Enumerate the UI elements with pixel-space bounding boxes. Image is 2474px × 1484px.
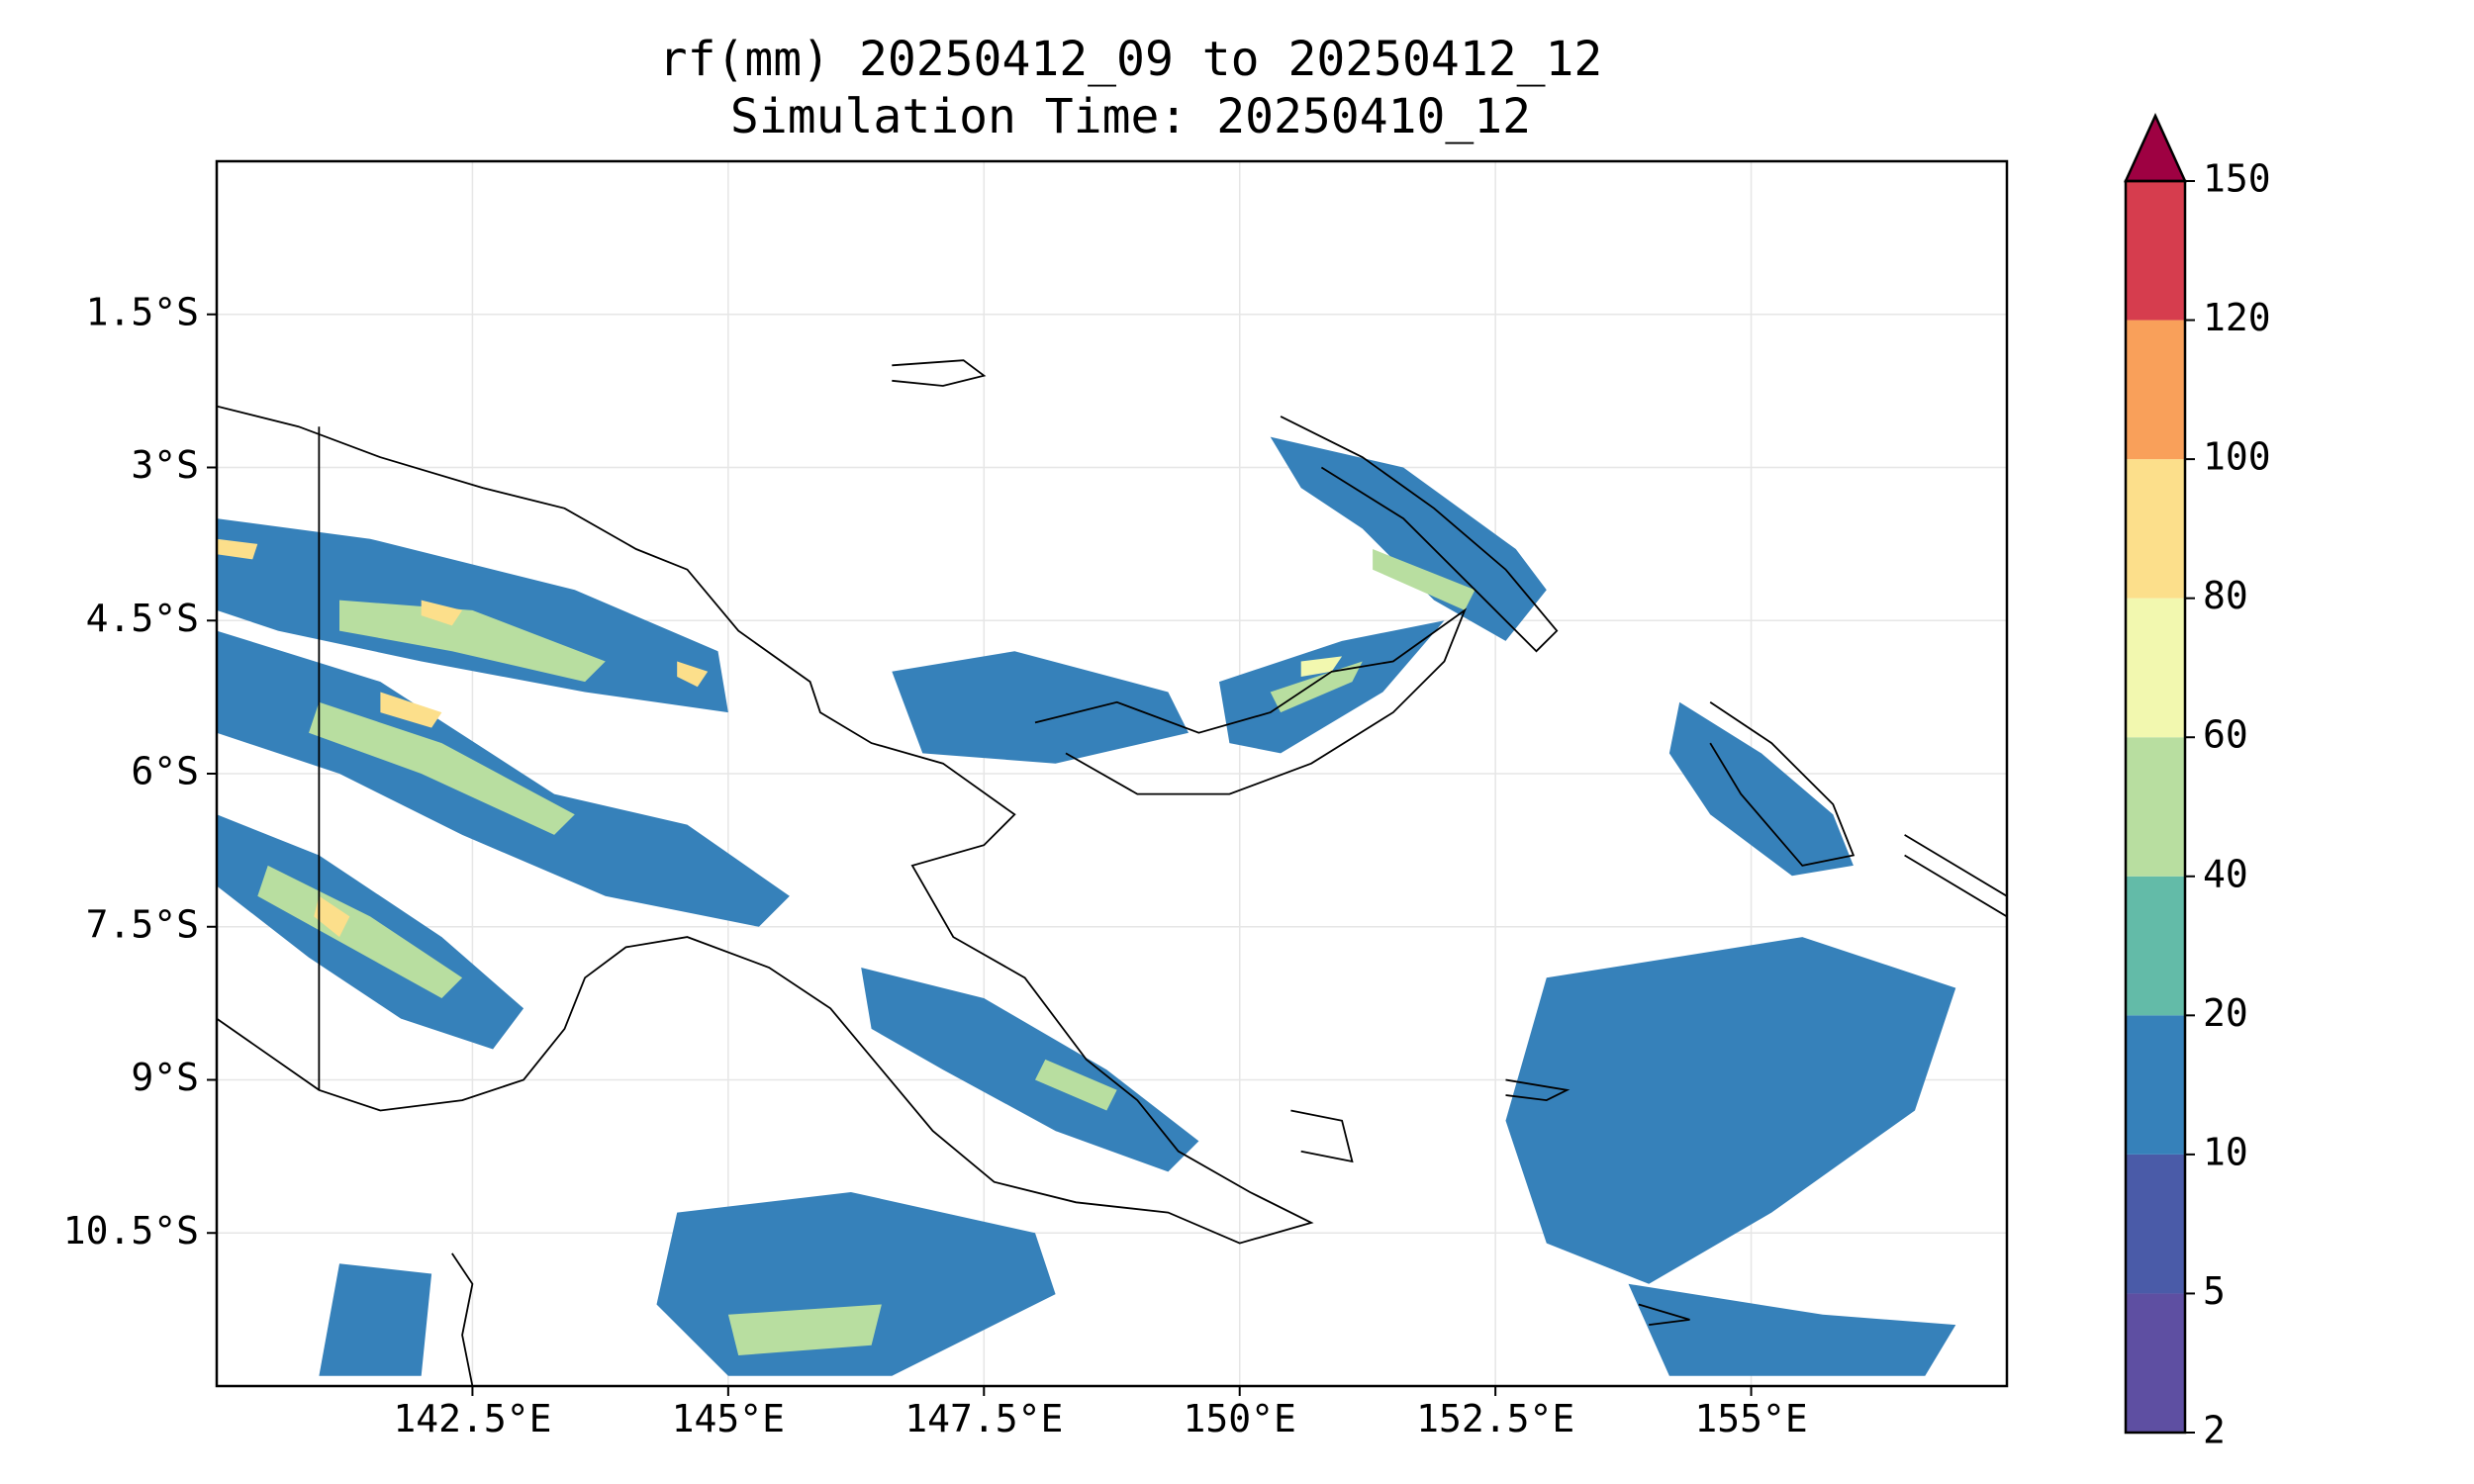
rain-region [314,895,350,938]
x-tick-label: 150°E [1184,1397,1296,1440]
rain-region [861,968,1199,1172]
rain-region [319,1263,432,1376]
colorbar-segment [2126,598,2185,738]
coastline [1638,1303,1690,1326]
rain-region [257,865,463,998]
map-title-line2: Simulation Time: 20250410_12 [729,89,1532,144]
y-tick-label: 1.5°S [86,290,199,333]
colorbar-segment [2126,1293,2185,1433]
coastlines [217,359,2007,1386]
colorbar-tick-label: 150 [2203,157,2271,201]
rain-region [1505,937,1956,1284]
x-tick-label: 147.5°E [904,1397,1063,1440]
y-tick-label: 7.5°S [86,902,199,946]
colorbar-segment [2126,876,2185,1016]
rain-region [892,651,1189,764]
colorbar-segment [2126,1154,2185,1294]
map-title-line1: rf(mm) 20250412_09 to 20250412_12 [658,32,1603,87]
colorbar-tick-label: 10 [2203,1130,2248,1173]
rain-region [1628,1283,1956,1376]
colorbar-tick-label: 2 [2203,1409,2226,1452]
colorbar-tick-label: 5 [2203,1269,2226,1313]
x-tick-label: 142.5°E [393,1397,551,1440]
coastline [1290,1109,1354,1163]
colorbar-tick-label: 20 [2203,991,2248,1035]
coastline [217,405,1314,1245]
x-axis-ticks: 142.5°E 145°E 147.5°E 150°E 152.5°E 155°E [393,1386,1808,1440]
colorbar-extend-arrow [2124,112,2187,183]
colorbar-tick-label: 120 [2203,296,2271,339]
y-axis-ticks: 1.5°S 3°S 4.5°S 6°S 7.5°S 9°S 10.5°S [63,290,217,1252]
y-tick-label: 3°S [131,443,199,487]
colorbar-tick-label: 40 [2203,852,2248,895]
colorbar-segment [2126,320,2185,460]
colorbar-tick-label: 100 [2203,435,2271,479]
rain-region [1035,1059,1117,1111]
x-tick-label: 152.5°E [1416,1397,1574,1440]
rain-region [1270,436,1547,641]
coastline [1709,701,1856,867]
colorbar-frame [2124,179,2187,1435]
colorbar-segment [2126,181,2185,321]
x-tick-label: 145°E [672,1397,785,1440]
rain-region [1300,656,1343,677]
rain-region [727,1304,882,1355]
y-tick-label: 4.5°S [86,597,199,640]
y-tick-label: 6°S [131,750,199,793]
coastline [1034,607,1468,795]
rain-region [421,600,463,626]
coastline [1904,834,2007,918]
rain-region [677,661,709,688]
x-tick-label: 155°E [1694,1397,1807,1440]
rainfall-contours [217,436,1956,1376]
colorbar: 2 5 10 20 40 60 80 100 120 150 [2124,112,2271,1452]
rain-region [380,692,442,728]
rain-region [309,701,575,835]
colorbar-tick-label: 60 [2203,713,2248,757]
rain-region [1270,661,1363,713]
rain-region [339,600,606,683]
coastline [1505,1078,1570,1102]
coastline [451,1252,474,1386]
colorbar-tick-label: 80 [2203,574,2248,617]
coastline [892,359,987,387]
y-tick-label: 9°S [131,1056,199,1099]
coastline [1280,416,1559,653]
rain-region [1668,701,1854,877]
y-tick-label: 10.5°S [63,1209,199,1252]
rain-region [1373,549,1475,610]
colorbar-segment [2126,459,2185,599]
rain-region [217,538,258,560]
colorbar-segment [2126,737,2185,877]
colorbar-segment [2126,1015,2185,1155]
